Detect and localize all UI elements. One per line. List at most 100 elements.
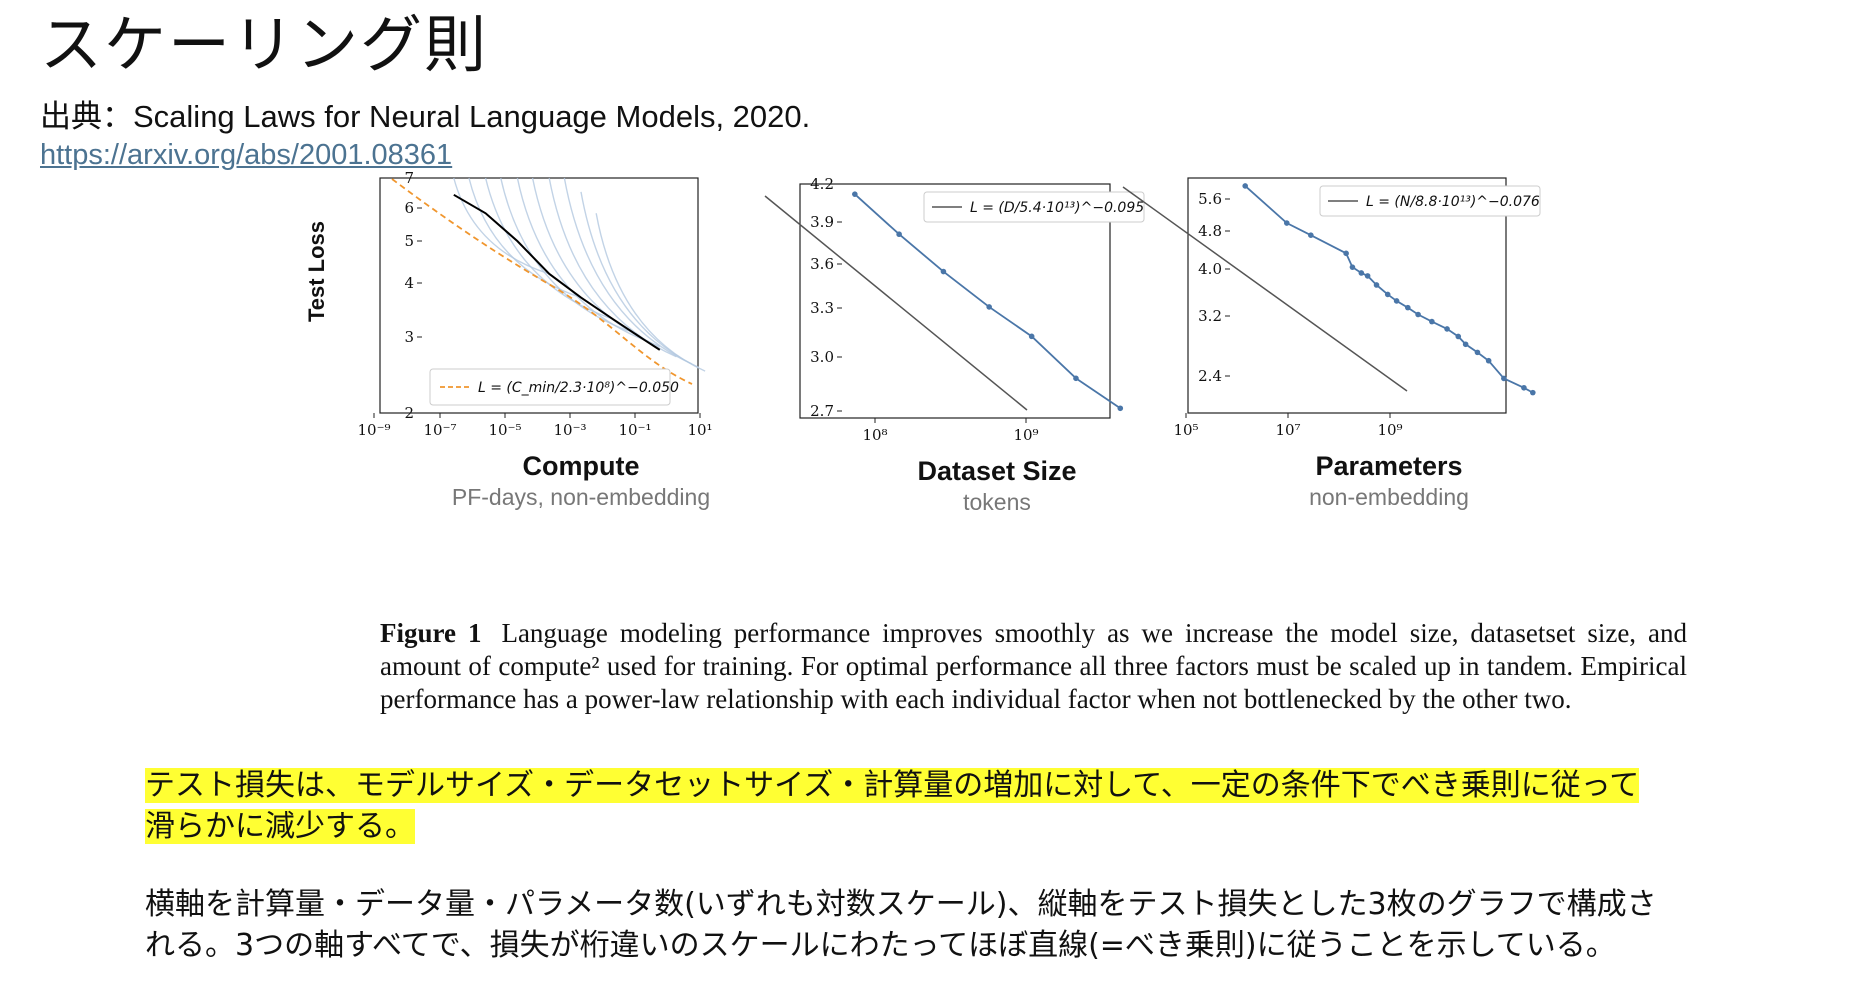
data-point [1117, 405, 1124, 412]
y-tick-label: 6 [404, 199, 414, 217]
legend-label: L = (D/5.4·10¹³)^−0.095 [970, 200, 1144, 216]
chart-title: Compute [523, 451, 640, 481]
data-point [1373, 282, 1380, 288]
fit-line [1122, 186, 1408, 392]
y-tick-label: 3.3 [810, 299, 834, 317]
highlight-line-2: 滑らかに減少する。 [145, 809, 415, 844]
learning-curve [595, 213, 706, 372]
data-point [896, 231, 902, 238]
y-tick-label: 5.6 [1198, 190, 1222, 208]
x-tick-label: 10⁻³ [553, 421, 586, 439]
source-line: 出典：Scaling Laws for Neural Language Mode… [40, 99, 811, 135]
y-tick-label: 3.0 [810, 348, 834, 366]
fit-line [764, 195, 1028, 411]
chart-title: Dataset Size [917, 456, 1076, 486]
y-tick-label: 3.2 [1198, 307, 1222, 325]
legend-label: L = (C_min/2.3·10⁸)^−0.050 [478, 380, 679, 396]
chart-subtitle: tokens [963, 489, 1031, 515]
x-tick-label: 10¹ [687, 421, 712, 439]
y-tick-label: 2 [404, 404, 414, 422]
y-tick-label: 3.6 [810, 255, 834, 273]
x-tick-label: 10⁻⁵ [488, 421, 521, 439]
axes-frame-0 [379, 177, 699, 414]
data-point [1521, 384, 1527, 391]
compute-frontier-line [453, 193, 661, 351]
y-tick-label: 4 [404, 274, 414, 292]
data-point [1308, 232, 1314, 238]
data-point [1444, 326, 1450, 332]
caption-label: Figure 1 [380, 618, 482, 648]
data-point [1415, 311, 1421, 318]
slide-title: スケーリング則 [40, 8, 489, 81]
chart-subtitle: non-embedding [1309, 484, 1469, 510]
data-point [1283, 220, 1290, 226]
explanation-line-2: れる。3つの軸すべてで、損失が桁違いのスケールにわたってほぼ直線(=べき乗則)に… [145, 928, 1616, 963]
chart-title: Parameters [1315, 451, 1462, 481]
data-point [986, 304, 992, 310]
y-tick-label: 5 [404, 232, 414, 250]
data-point [1364, 273, 1371, 279]
data-point [1404, 304, 1411, 311]
data-point [1349, 264, 1356, 270]
data-point [1073, 375, 1079, 382]
figure-caption: Figure 1 Language modeling performance im… [380, 617, 1687, 716]
data-point [940, 268, 947, 275]
explanation-line-1: 横軸を計算量・データ量・パラメータ数(いずれも対数スケール)、縦軸をテスト損失と… [145, 887, 1657, 922]
data-point [852, 191, 858, 197]
data-point [1455, 333, 1462, 340]
y-tick-label: 4.2 [810, 175, 834, 193]
learning-curve [516, 177, 645, 341]
data-point [1028, 333, 1035, 340]
learning-curve [580, 191, 699, 369]
x-tick-label: 10⁹ [1013, 426, 1038, 444]
compute-fit-line [391, 178, 693, 385]
source-prefix: 出典： [40, 99, 133, 135]
legend-box [923, 191, 1145, 223]
figure-1-charts: 7 6 5 4 3 2 10⁻⁹ 10⁻⁷ 10⁻⁵ 10⁻³ 10⁻¹ 10¹ Compute PF-d… [304, 169, 1541, 515]
y-tick-label: 2.7 [810, 402, 834, 420]
y-tick-label: 3 [404, 328, 414, 346]
data-point [1242, 183, 1248, 189]
data-point [1462, 341, 1469, 348]
data-point [1485, 357, 1492, 364]
x-tick-label: 10⁻¹ [618, 421, 651, 439]
data-point [1501, 375, 1507, 382]
legend-box [1319, 185, 1541, 217]
y-tick-label: 4.0 [1198, 260, 1222, 278]
y-axis-label: Test Loss [304, 221, 329, 322]
learning-curve [453, 177, 550, 275]
learning-curve [563, 177, 692, 365]
chart-subtitle: PF-days, non-embedding [452, 484, 710, 510]
learning-curve [484, 177, 614, 320]
data-point [1393, 298, 1400, 304]
data-point [1429, 318, 1435, 325]
data-point [1358, 270, 1365, 276]
source-link[interactable]: https://arxiv.org/abs/2001.08361 [40, 139, 453, 171]
learning-curve [468, 177, 582, 299]
data-point [1343, 250, 1349, 257]
legend-box [429, 368, 671, 406]
data-point [1474, 349, 1481, 356]
x-tick-label: 10⁻⁹ [357, 421, 390, 439]
x-tick-label: 10⁷ [1275, 421, 1300, 439]
learning-curve [500, 177, 629, 332]
data-point [1530, 389, 1536, 396]
caption-text: Language modeling performance improves s… [380, 618, 1687, 714]
legend-label: L = (N/8.8·10¹³)^−0.076 [1366, 194, 1540, 210]
y-tick-label: 4.8 [1198, 222, 1222, 240]
axes-frame-1 [799, 183, 1111, 419]
y-tick-label: 2.4 [1198, 367, 1222, 385]
highlighted-summary: テスト損失は、モデルサイズ・データセットサイズ・計算量の増加に対して、一定の条件… [145, 765, 1825, 847]
x-tick-label: 10⁹ [1377, 421, 1402, 439]
data-point [1384, 291, 1391, 298]
x-tick-label: 10⁸ [862, 426, 887, 444]
y-tick-label: 7 [404, 169, 414, 187]
y-tick-label: 3.9 [810, 213, 834, 231]
learning-curve [548, 177, 677, 358]
axes-frame-2 [1187, 177, 1507, 414]
highlight-line-1: テスト損失は、モデルサイズ・データセットサイズ・計算量の増加に対して、一定の条件… [145, 768, 1640, 803]
x-tick-label: 10⁻⁷ [423, 421, 456, 439]
source-name: Scaling Laws for Neural Language Models,… [133, 99, 811, 134]
x-tick-label: 10⁵ [1173, 421, 1198, 439]
explanation-text: 横軸を計算量・データ量・パラメータ数(いずれも対数スケール)、縦軸をテスト損失と… [145, 884, 1835, 966]
